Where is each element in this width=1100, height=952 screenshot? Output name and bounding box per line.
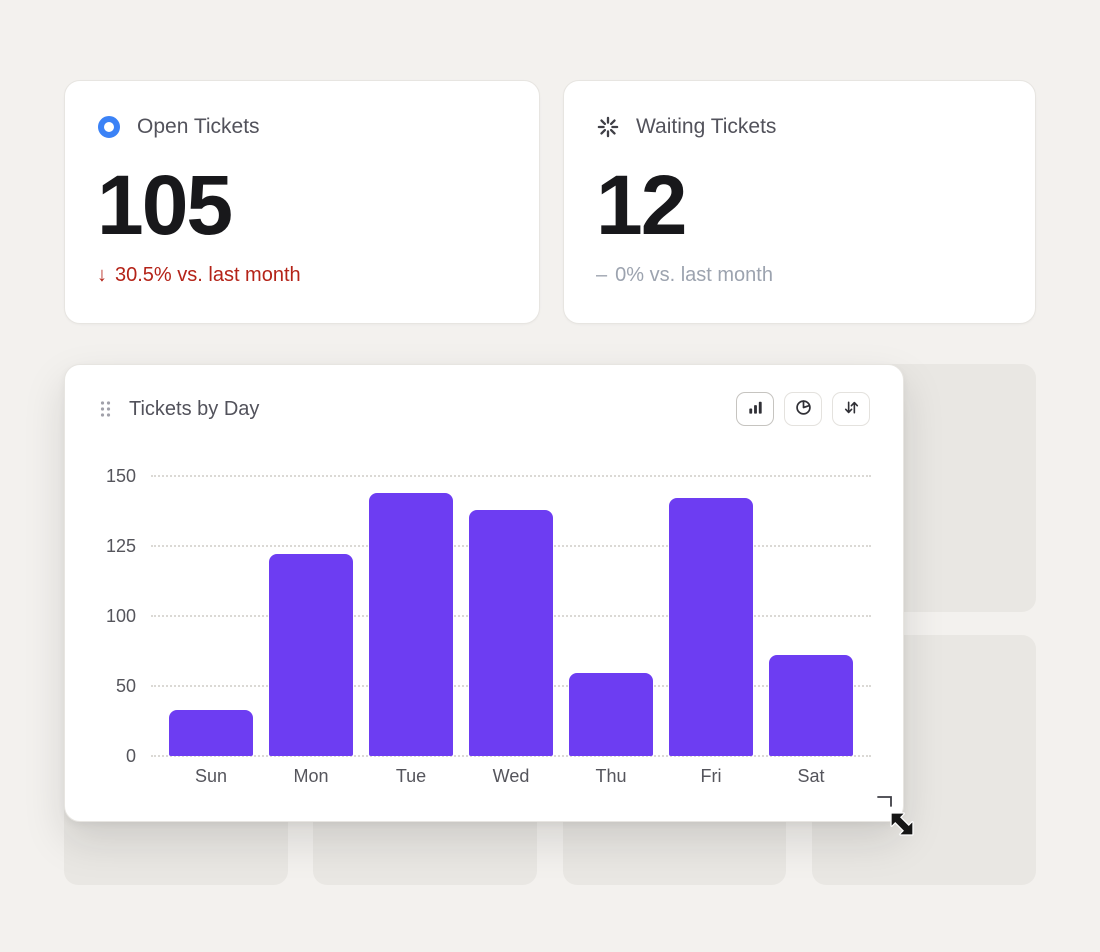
x-axis-label: Thu: [595, 766, 627, 786]
pie-chart-icon: [794, 398, 813, 420]
x-axis: Sun Mon Tue Wed Thu Fri Sat: [151, 766, 871, 787]
stat-title: Waiting Tickets: [636, 115, 777, 138]
y-axis-label: 150: [105, 466, 136, 486]
x-axis-label: Fri: [700, 766, 722, 786]
spinner-icon: [596, 115, 620, 139]
gridline: [151, 755, 871, 757]
bar-chart-icon: [746, 398, 765, 420]
stat-card-waiting-tickets: Waiting Tickets 12 – 0% vs. last month: [563, 80, 1036, 324]
stat-delta: ↓ 30.5% vs. last month: [97, 263, 507, 287]
minus-icon: –: [596, 264, 608, 286]
stat-card-header: Waiting Tickets: [596, 115, 1003, 139]
stat-card-open-tickets: Open Tickets 105 ↓ 30.5% vs. last month: [64, 80, 540, 324]
ring-circle-icon: [97, 115, 121, 139]
bar-tue[interactable]: [369, 493, 453, 756]
bar-chart-view-button[interactable]: [736, 392, 774, 426]
delta-text: 0% vs. last month: [615, 264, 773, 286]
x-axis-label: Sun: [194, 766, 228, 786]
bar-sat[interactable]: [769, 655, 853, 756]
chart-card-header: Tickets by Day: [99, 391, 870, 427]
bar-wed[interactable]: [469, 510, 553, 756]
delta-text: 30.5% vs. last month: [115, 264, 301, 286]
x-axis-label: Sat: [797, 766, 825, 786]
stat-value: 12: [596, 158, 687, 252]
pie-chart-view-button[interactable]: [784, 392, 822, 426]
y-axis-label: 50: [115, 676, 136, 696]
chart-title: Tickets by Day: [129, 397, 260, 420]
arrow-down-icon: ↓: [97, 264, 107, 286]
x-axis-label: Tue: [395, 766, 427, 786]
gridline: [151, 475, 871, 477]
grip-dots-icon[interactable]: [99, 400, 112, 418]
x-axis-label: Mon: [293, 766, 329, 786]
sort-arrows-icon: [842, 398, 861, 420]
bar-sun[interactable]: [169, 710, 253, 756]
bar-thu[interactable]: [569, 673, 653, 756]
stat-value: 105: [97, 158, 233, 252]
stat-delta: – 0% vs. last month: [596, 263, 1003, 287]
bar-mon[interactable]: [269, 554, 353, 756]
chart-toolbar: [736, 392, 870, 426]
chart-card-tickets-by-day: Tickets by Day: [64, 364, 904, 822]
y-axis-label: 100: [105, 606, 136, 626]
stat-title: Open Tickets: [137, 115, 260, 138]
bar-fri[interactable]: [669, 498, 753, 756]
plot-area: [151, 475, 871, 757]
bar-series: [151, 476, 871, 756]
x-axis-label: Wed: [492, 766, 530, 786]
stat-card-header: Open Tickets: [97, 115, 507, 139]
y-axis-label: 0: [125, 746, 136, 766]
y-axis-label: 125: [105, 536, 136, 556]
sort-button[interactable]: [832, 392, 870, 426]
